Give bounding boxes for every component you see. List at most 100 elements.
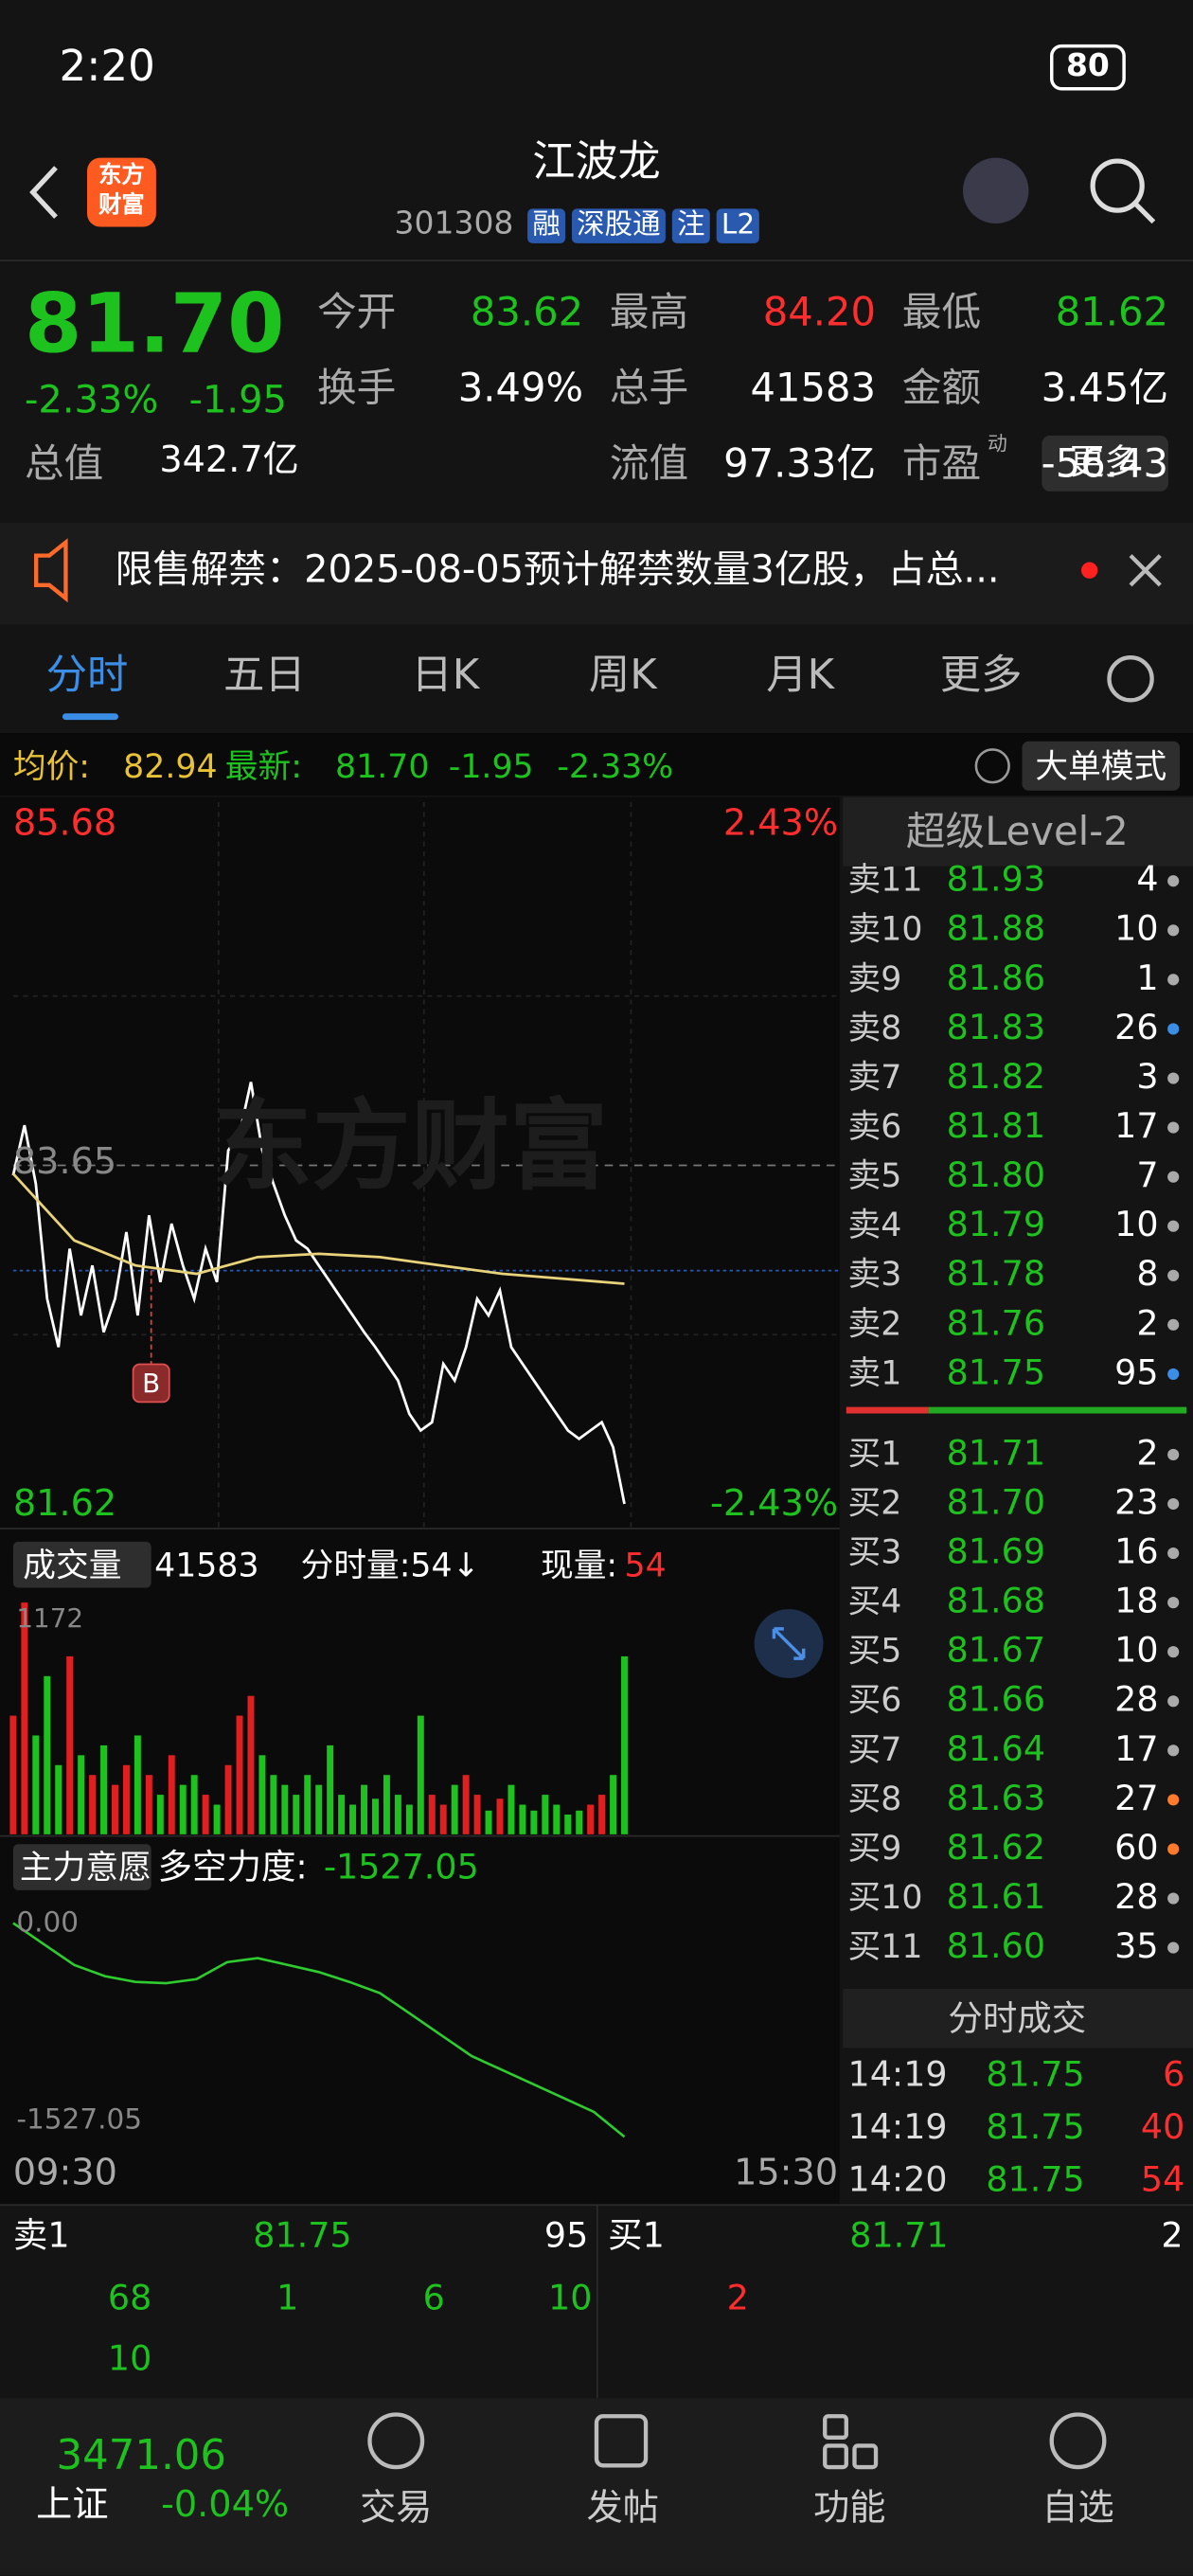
tick-volume: 40 — [1140, 2106, 1185, 2147]
ticks-title[interactable]: 分时成交 — [948, 1998, 1087, 2039]
function-icon[interactable] — [823, 2414, 848, 2440]
tick-time: 14:19 — [847, 2106, 948, 2147]
tab[interactable]: 更多 — [939, 651, 1023, 699]
big-order-button[interactable] — [1022, 741, 1181, 791]
volume-selector[interactable] — [12, 1541, 151, 1588]
marker-label[interactable]: B — [142, 1367, 161, 1399]
watchlist-icon[interactable] — [1049, 2412, 1107, 2470]
book-price: 81.81 — [946, 1106, 1046, 1146]
tick-volume: 54 — [1140, 2159, 1185, 2200]
tab[interactable]: 月K — [766, 651, 835, 699]
big-order-label[interactable]: 大单模式 — [1035, 745, 1167, 786]
volume-bar — [179, 1784, 187, 1834]
volume-bar — [224, 1764, 232, 1834]
book-price: 81.71 — [946, 1433, 1046, 1474]
more-button[interactable] — [1042, 435, 1168, 492]
post-icon[interactable] — [594, 2414, 649, 2468]
order-dot — [1167, 1220, 1180, 1232]
tab-underline — [62, 713, 118, 721]
book-price: 81.69 — [946, 1531, 1046, 1572]
volume-bar — [383, 1775, 390, 1834]
notice-text[interactable]: 限售解禁：2025-08-05预计解禁数量3亿股，占总... — [115, 548, 1000, 592]
indicator-label[interactable]: 主力意愿 — [19, 1847, 151, 1887]
stat-sup: 动 — [988, 432, 1007, 456]
y2-tick-label: -2.43% — [710, 1484, 839, 1526]
tick-time: 14:19 — [847, 2054, 948, 2095]
back-icon[interactable] — [29, 166, 58, 219]
tab[interactable]: 周K — [588, 651, 657, 699]
stock-tag: 融 — [527, 208, 566, 243]
nav-item[interactable]: 自选 — [1042, 2488, 1114, 2530]
volume-bar — [576, 1810, 583, 1834]
tab[interactable]: 五日 — [223, 651, 306, 699]
book-volume: 23 — [1114, 1482, 1159, 1523]
book-volume: 95 — [1114, 1352, 1159, 1392]
stat-label: 流值 — [609, 440, 689, 487]
volume-bar — [236, 1715, 243, 1834]
book-volume: 8 — [1136, 1254, 1159, 1294]
book-price: 81.60 — [946, 1926, 1046, 1966]
book-price: 81.76 — [946, 1303, 1046, 1343]
last-value: 81.70 — [335, 745, 430, 786]
tick-price: 81.75 — [986, 2159, 1085, 2200]
tab[interactable]: 日K — [411, 651, 480, 699]
book-volume: 16 — [1114, 1531, 1159, 1572]
y-tick-label: 0.00 — [16, 1906, 80, 1940]
logo-text: 财富 — [98, 192, 145, 219]
book-label: 买6 — [847, 1679, 902, 1720]
close-icon[interactable] — [1129, 554, 1162, 587]
app-logo[interactable] — [86, 157, 156, 227]
queue-volume: 2 — [1161, 2215, 1184, 2256]
volume-bar — [134, 1735, 141, 1834]
order-dot — [1167, 1941, 1180, 1954]
volume-label[interactable]: 成交量 — [23, 1545, 122, 1585]
stat-label: 最高 — [609, 289, 689, 336]
book-volume: 17 — [1114, 1728, 1159, 1769]
volume-bar — [621, 1655, 628, 1834]
nav-item[interactable]: 交易 — [360, 2488, 433, 2530]
indicator-selector[interactable] — [12, 1844, 151, 1890]
book-label: 买3 — [847, 1531, 902, 1572]
volume-bar — [89, 1775, 97, 1834]
minute-volume: 分时量:54↓ — [300, 1545, 480, 1585]
tab[interactable]: 分时 — [45, 651, 129, 699]
order-dot — [1167, 1794, 1180, 1806]
volume-bar — [349, 1804, 357, 1834]
volume-bar — [202, 1795, 209, 1834]
book-label: 卖3 — [847, 1254, 902, 1294]
book-price: 81.80 — [946, 1155, 1046, 1195]
robot-icon[interactable] — [963, 157, 1029, 224]
search-icon — [1133, 202, 1156, 224]
stock-code: 301308 — [394, 205, 514, 242]
nav-icons — [367, 2412, 1107, 2470]
notice-bar[interactable] — [0, 522, 1193, 625]
buy-marker[interactable] — [132, 1363, 170, 1404]
y-tick-label: 85.68 — [12, 803, 117, 846]
volume-bar — [553, 1804, 561, 1834]
index-value[interactable]: 3471.06 — [56, 2430, 226, 2479]
more-label[interactable]: 更多 — [1069, 441, 1139, 482]
last-price: 81.70 — [25, 276, 285, 372]
volume-bar — [338, 1795, 346, 1834]
settings-icon[interactable] — [1107, 655, 1154, 703]
volume-bar — [100, 1744, 108, 1834]
book-volume: 4 — [1136, 859, 1159, 900]
stat-value: 84.20 — [762, 289, 877, 336]
book-label: 卖11 — [847, 859, 923, 900]
order-dot — [1167, 1695, 1180, 1708]
search-icon[interactable] — [1090, 158, 1145, 213]
volume-bar — [394, 1795, 401, 1834]
stat-value: 342.7亿 — [159, 440, 299, 482]
stat-label: 总手 — [609, 365, 689, 411]
help-icon[interactable] — [974, 748, 1010, 784]
nav-item[interactable]: 发帖 — [586, 2488, 659, 2530]
book-label: 卖9 — [847, 957, 902, 998]
trade-icon[interactable] — [367, 2412, 425, 2470]
force-line — [12, 1922, 626, 2138]
queue-volume: 95 — [543, 2215, 589, 2256]
book-label: 买8 — [847, 1778, 902, 1818]
book-volume: 60 — [1114, 1827, 1159, 1868]
price-line — [11, 1082, 626, 1505]
book-label: 卖2 — [847, 1303, 902, 1343]
nav-item[interactable]: 功能 — [813, 2488, 886, 2530]
